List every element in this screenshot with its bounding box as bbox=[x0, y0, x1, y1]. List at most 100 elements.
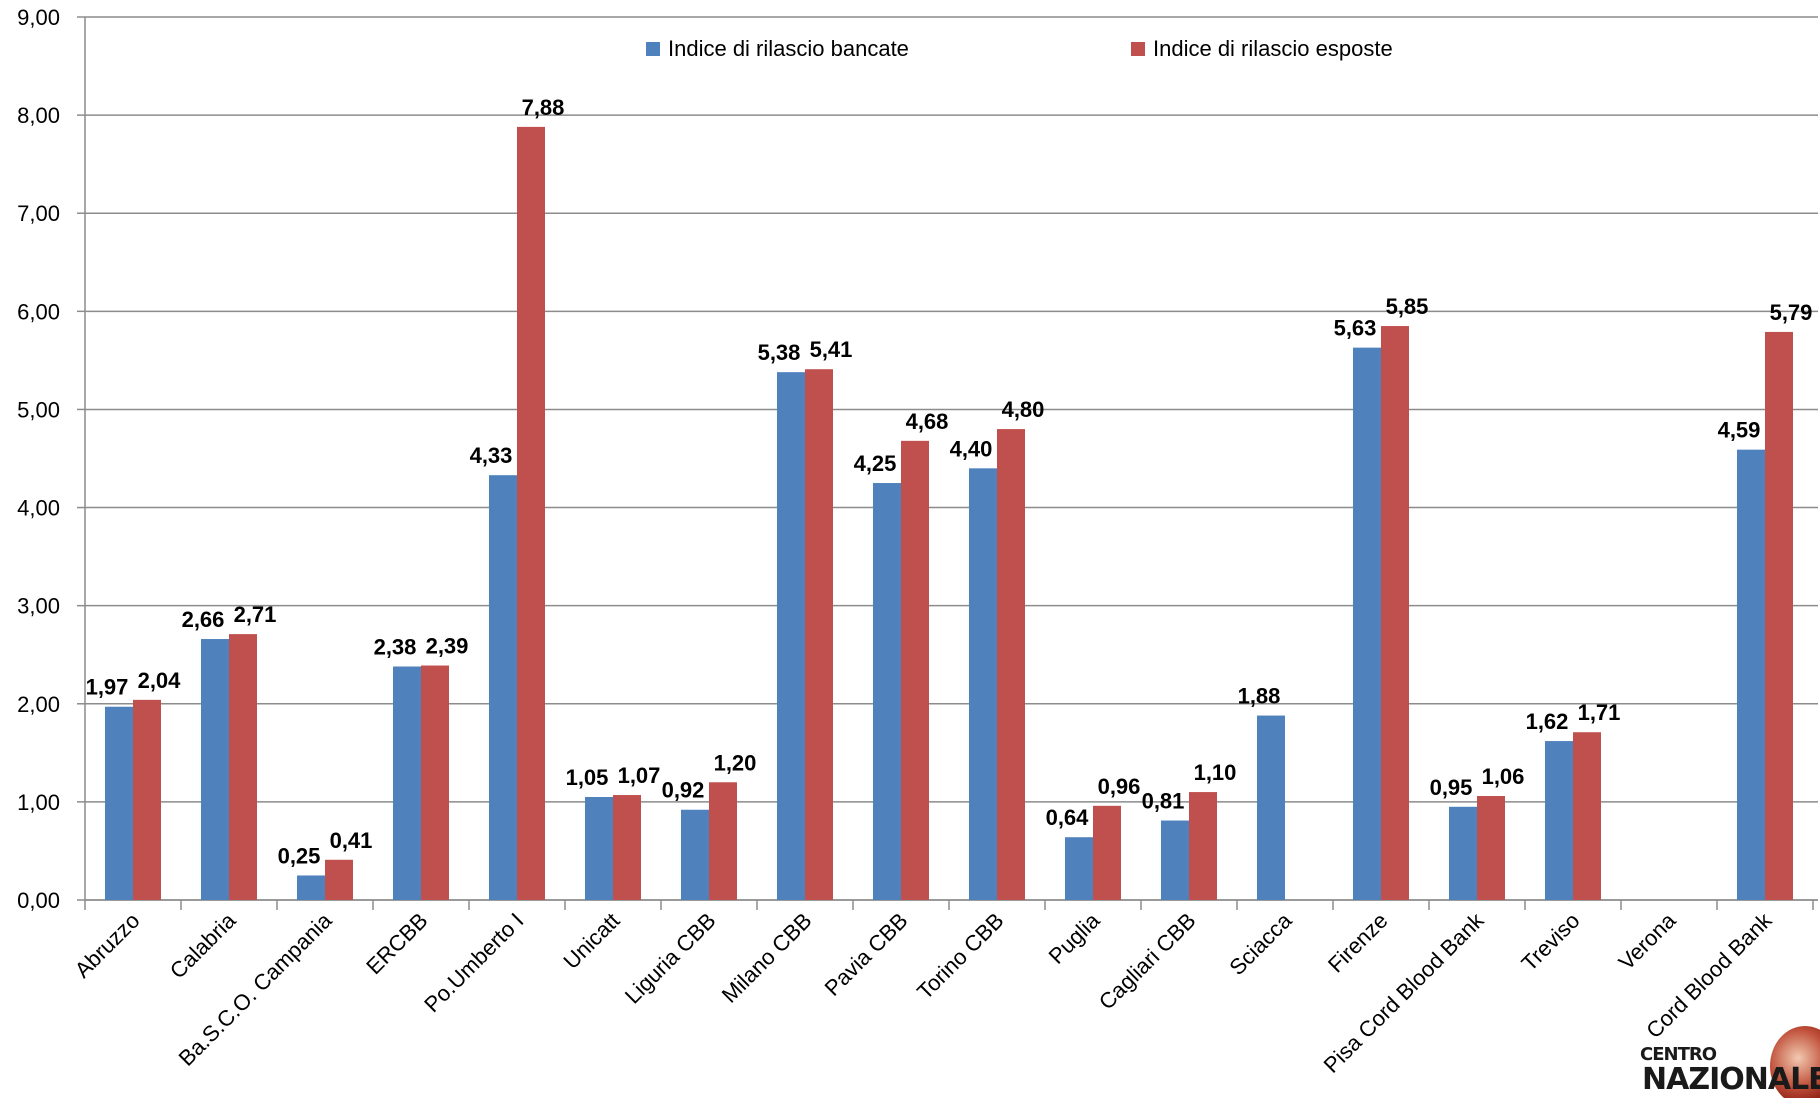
bar bbox=[229, 634, 257, 900]
data-label: 2,04 bbox=[138, 668, 182, 693]
y-tick-label: 9,00 bbox=[17, 5, 60, 30]
bar bbox=[681, 809, 709, 900]
data-label: 4,33 bbox=[470, 443, 513, 468]
y-tick-label: 6,00 bbox=[17, 299, 60, 324]
logo-line-2: NAZIONALE bbox=[1642, 1062, 1820, 1097]
legend: Indice di rilascio bancate Indice di ril… bbox=[0, 36, 1820, 66]
data-label: 2,71 bbox=[234, 602, 277, 627]
data-label: 4,59 bbox=[1718, 418, 1761, 443]
data-label: 5,41 bbox=[810, 337, 853, 362]
y-tick-label: 4,00 bbox=[17, 496, 60, 521]
data-label: 1,62 bbox=[1526, 709, 1569, 734]
bar bbox=[1353, 347, 1381, 901]
data-label: 5,38 bbox=[758, 340, 801, 365]
y-tick-label: 3,00 bbox=[17, 594, 60, 619]
data-label: 2,39 bbox=[426, 634, 469, 659]
bar bbox=[201, 639, 229, 900]
bar bbox=[901, 440, 929, 900]
data-label: 0,81 bbox=[1142, 789, 1185, 814]
bar bbox=[421, 665, 449, 900]
data-label: 1,06 bbox=[1482, 764, 1525, 789]
bar bbox=[777, 372, 805, 900]
bar bbox=[1065, 837, 1093, 900]
bar bbox=[1381, 326, 1409, 900]
bar bbox=[613, 795, 641, 900]
y-tick-label: 5,00 bbox=[17, 397, 60, 422]
category-label: Firenze bbox=[1323, 908, 1393, 978]
y-tick-label: 2,00 bbox=[17, 692, 60, 717]
legend-swatch-esposte bbox=[1131, 42, 1145, 56]
data-label: 1,20 bbox=[714, 750, 757, 775]
data-label: 1,07 bbox=[618, 763, 661, 788]
data-label: 4,25 bbox=[854, 451, 897, 476]
data-label: 1,10 bbox=[1194, 760, 1237, 785]
legend-item-esposte: Indice di rilascio esposte bbox=[1131, 36, 1393, 62]
bar bbox=[1737, 449, 1765, 900]
bar bbox=[873, 483, 901, 900]
category-label: Calabria bbox=[165, 907, 241, 983]
centro-nazionale-logo: CENTRO NAZIONALE bbox=[1560, 1018, 1820, 1098]
category-label: Sciacca bbox=[1224, 907, 1297, 980]
bar bbox=[133, 699, 161, 900]
logo-swirl-icon bbox=[1770, 1026, 1820, 1098]
data-label: 0,25 bbox=[278, 843, 321, 868]
data-label: 2,66 bbox=[182, 607, 225, 632]
bar bbox=[969, 468, 997, 900]
y-tick-label: 7,00 bbox=[17, 201, 60, 226]
category-label: Verona bbox=[1614, 907, 1682, 975]
bar bbox=[709, 782, 737, 900]
bar bbox=[585, 796, 613, 900]
category-label: ERCBB bbox=[361, 908, 432, 979]
bar bbox=[297, 875, 325, 900]
bar bbox=[1257, 715, 1285, 900]
data-label: 0,92 bbox=[662, 778, 705, 803]
category-label: Milano CBB bbox=[717, 908, 817, 1008]
data-label: 5,85 bbox=[1386, 294, 1429, 319]
bar bbox=[1545, 741, 1573, 900]
bar bbox=[805, 369, 833, 901]
category-label: Puglia bbox=[1044, 907, 1105, 968]
data-label: 4,40 bbox=[950, 436, 993, 461]
bar bbox=[393, 666, 421, 900]
data-label: 1,97 bbox=[86, 675, 129, 700]
data-label: 0,64 bbox=[1046, 805, 1090, 830]
y-tick-label: 0,00 bbox=[17, 888, 60, 913]
bar bbox=[1093, 805, 1121, 900]
bar bbox=[105, 706, 133, 900]
category-label: Liguria CBB bbox=[620, 908, 721, 1009]
data-label: 1,88 bbox=[1238, 684, 1281, 709]
bar bbox=[1477, 796, 1505, 900]
bar bbox=[1573, 732, 1601, 900]
bar bbox=[1189, 792, 1217, 900]
legend-label-bancate: Indice di rilascio bancate bbox=[668, 36, 909, 61]
data-label: 1,05 bbox=[566, 765, 609, 790]
legend-label-esposte: Indice di rilascio esposte bbox=[1153, 36, 1393, 61]
data-label: 7,88 bbox=[522, 95, 565, 120]
y-tick-label: 8,00 bbox=[17, 103, 60, 128]
data-label: 4,80 bbox=[1002, 397, 1045, 422]
category-label: Pavia CBB bbox=[820, 908, 913, 1001]
bar bbox=[1765, 331, 1793, 901]
category-label: Cagliari CBB bbox=[1094, 908, 1201, 1015]
category-label: Unicatt bbox=[558, 908, 624, 974]
category-label: Po.Umberto I bbox=[419, 908, 528, 1017]
data-label: 5,79 bbox=[1770, 300, 1813, 325]
bar bbox=[325, 859, 353, 900]
data-label: 1,71 bbox=[1578, 700, 1621, 725]
data-label: 5,63 bbox=[1334, 316, 1377, 341]
bar bbox=[1161, 820, 1189, 900]
data-label: 0,41 bbox=[330, 828, 373, 853]
category-label: Treviso bbox=[1516, 908, 1584, 976]
data-label: 2,38 bbox=[374, 634, 417, 659]
bar bbox=[489, 475, 517, 900]
data-label: 0,96 bbox=[1098, 774, 1141, 799]
legend-swatch-bancate bbox=[646, 42, 660, 56]
data-label: 0,95 bbox=[1430, 775, 1473, 800]
bar bbox=[517, 126, 545, 900]
category-label: Abruzzo bbox=[70, 908, 145, 983]
bar bbox=[1449, 806, 1477, 900]
category-label: Pisa Cord Blood Bank bbox=[1319, 907, 1490, 1078]
data-label: 4,68 bbox=[906, 409, 949, 434]
